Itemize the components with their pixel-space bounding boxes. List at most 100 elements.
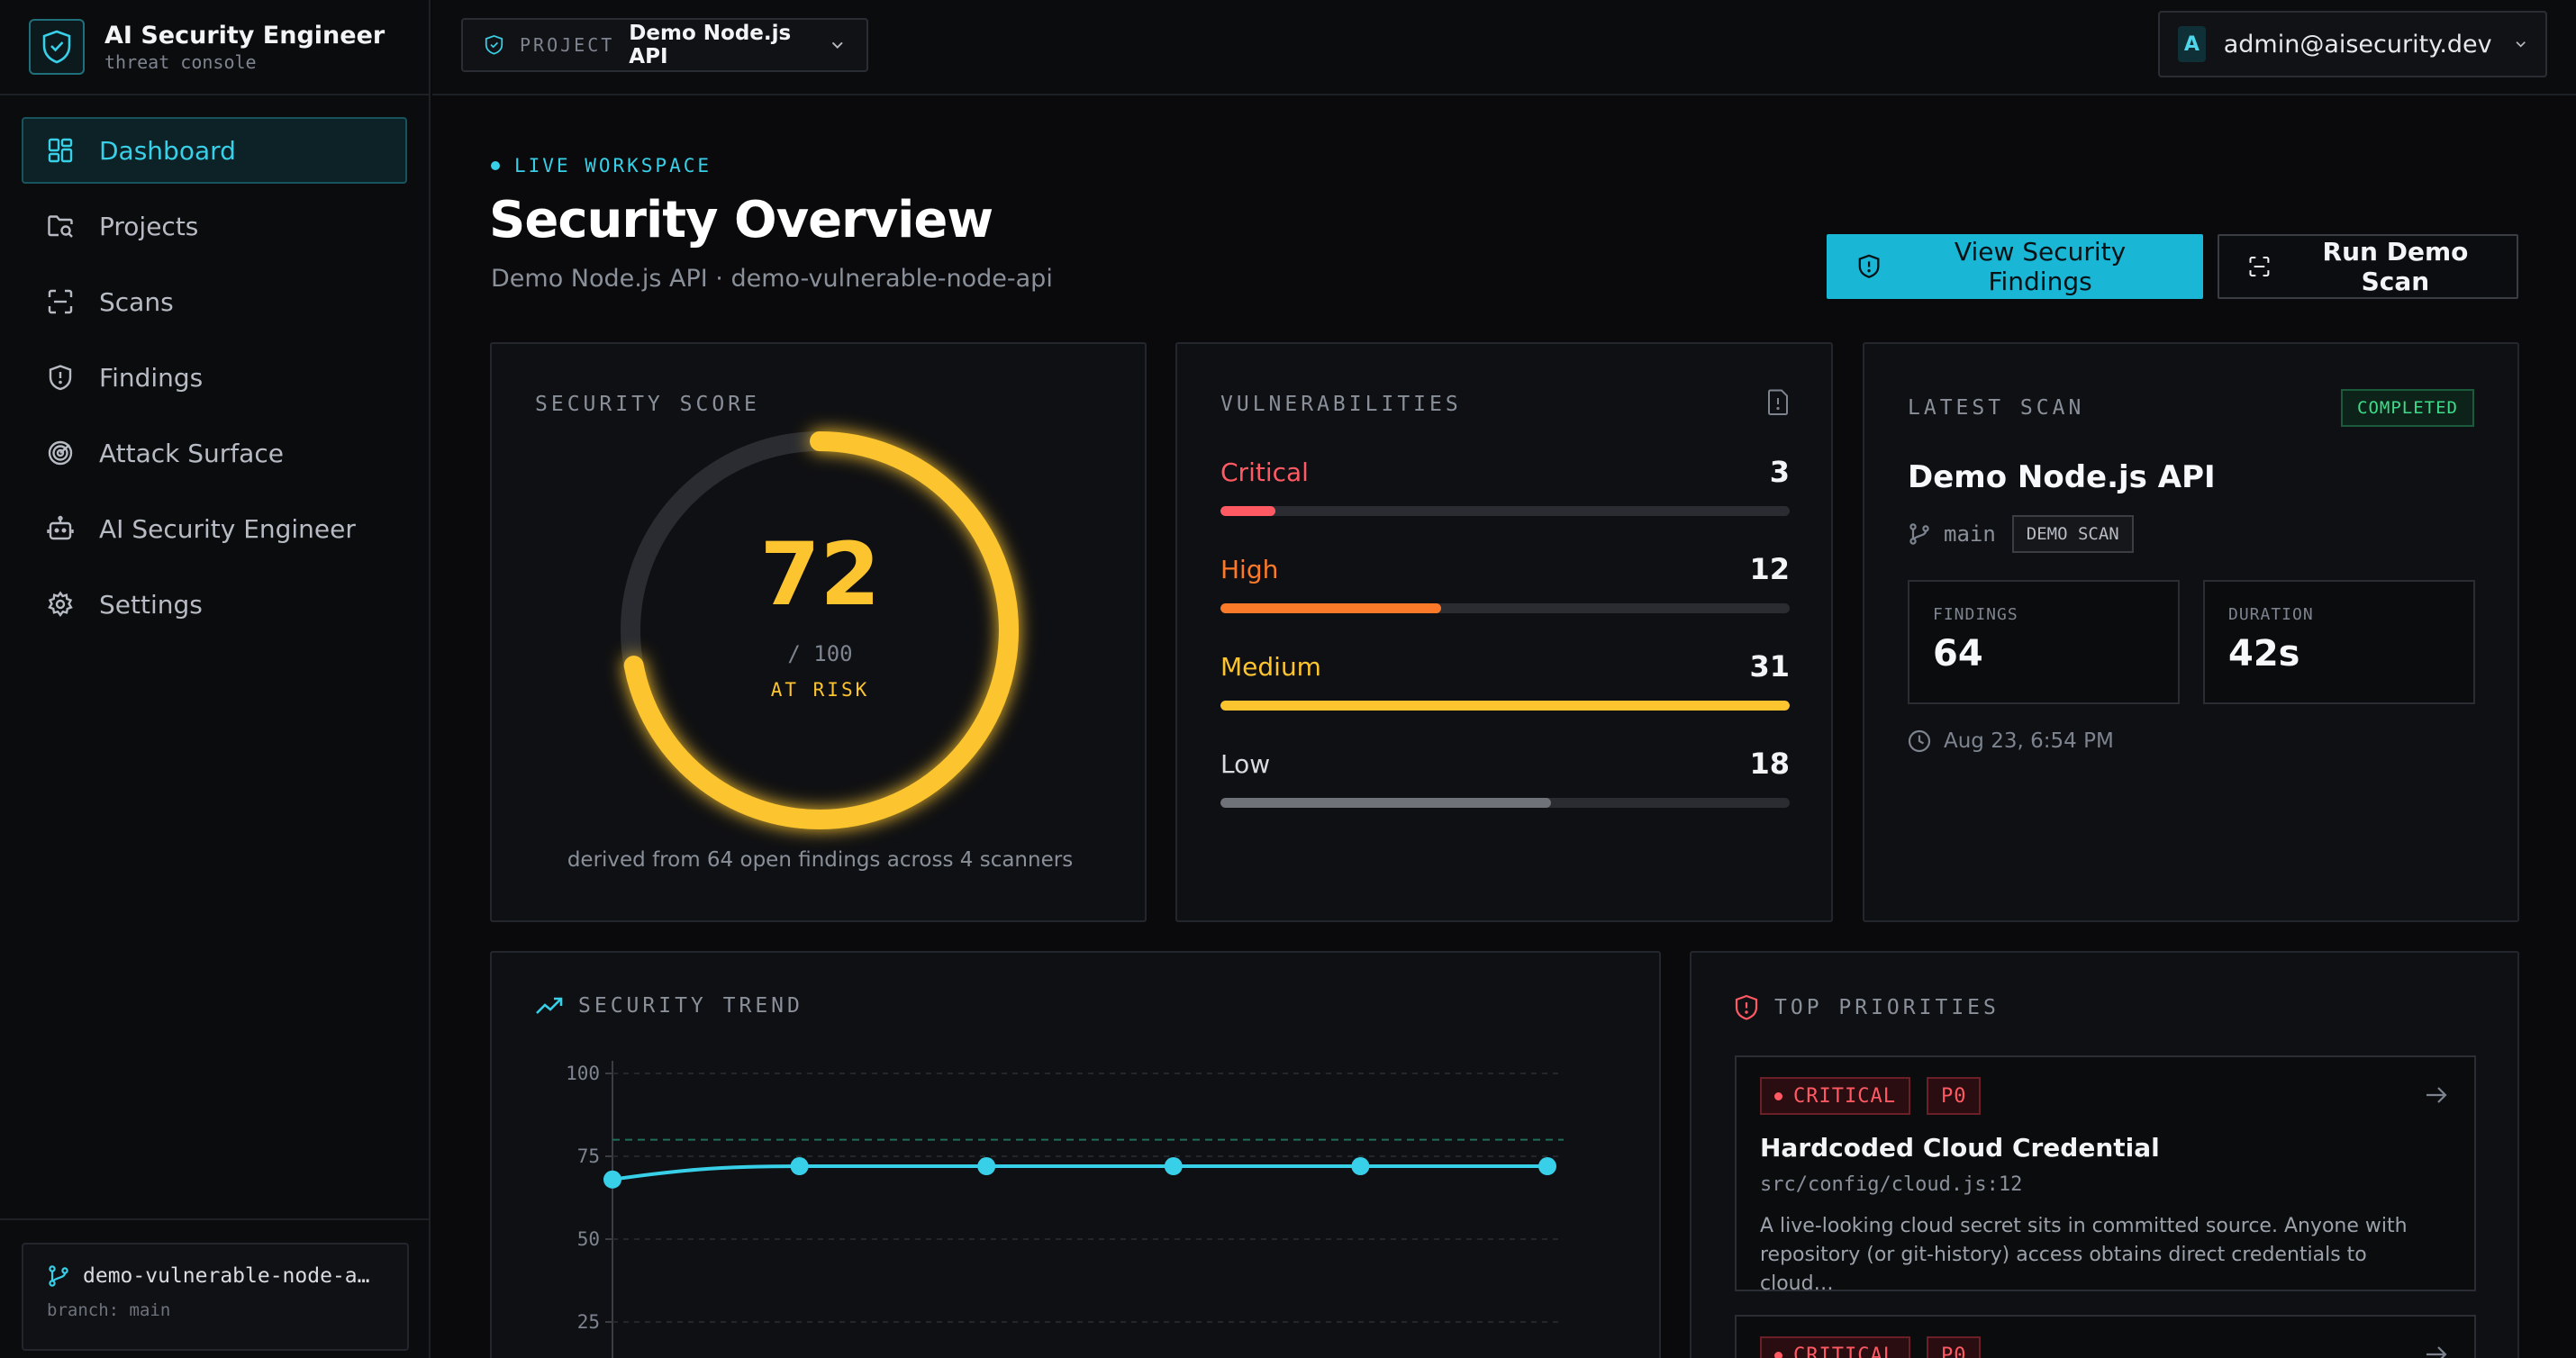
view-security-findings-button[interactable]: View Security Findings bbox=[1827, 234, 2203, 299]
git-branch-icon bbox=[49, 1265, 68, 1287]
vuln-count: 31 bbox=[1749, 649, 1790, 684]
vuln-bar-fill bbox=[1220, 603, 1441, 613]
trend-point bbox=[977, 1157, 996, 1176]
severity-tag: CRITICAL bbox=[1760, 1077, 1910, 1115]
user-email: admin@aisecurity.dev bbox=[2223, 30, 2492, 59]
gear-icon bbox=[48, 591, 73, 618]
trend-point bbox=[603, 1170, 621, 1189]
priority-item[interactable]: CRITICAL P0 bbox=[1735, 1315, 2476, 1358]
stat-label: DURATION bbox=[2228, 605, 2314, 624]
scan-branch: main DEMO SCAN bbox=[1908, 515, 2134, 553]
project-selector[interactable]: PROJECT Demo Node.js API bbox=[461, 18, 868, 72]
score-footer: derived from 64 open findings across 4 s… bbox=[567, 848, 1074, 872]
sidebar-item-label: Settings bbox=[99, 589, 203, 620]
stat-label: FINDINGS bbox=[1933, 605, 2018, 624]
trend-point bbox=[1538, 1157, 1556, 1176]
live-workspace-indicator: LIVE WORKSPACE bbox=[491, 155, 712, 177]
sidebar-item-label: Dashboard bbox=[99, 135, 236, 166]
vuln-row-low[interactable]: Low 18 bbox=[1220, 746, 1790, 808]
shield-check-icon bbox=[485, 35, 503, 55]
vuln-row-critical[interactable]: Critical 3 bbox=[1220, 454, 1790, 516]
shield-alert-icon bbox=[1858, 254, 1880, 278]
sidebar-item-settings[interactable]: Settings bbox=[22, 571, 407, 638]
vuln-name: Critical bbox=[1220, 457, 1309, 487]
trend-point bbox=[1164, 1157, 1183, 1176]
repo-branch: branch: main bbox=[47, 1300, 171, 1320]
git-branch-icon bbox=[1909, 523, 1929, 545]
folder-search-icon bbox=[48, 215, 73, 238]
security-trend-card: SECURITY TREND 100 75 50 25 bbox=[490, 951, 1661, 1358]
page-title: Security Overview bbox=[489, 191, 993, 249]
card-label: LATEST SCAN bbox=[1908, 396, 2085, 420]
project-label: PROJECT bbox=[520, 34, 615, 56]
sidebar-item-label: Projects bbox=[99, 211, 199, 241]
sidebar-item-ai-security-engineer[interactable]: AI Security Engineer bbox=[22, 495, 407, 562]
scan-time: Aug 23, 6:54 PM bbox=[1908, 729, 2114, 753]
trend-point bbox=[1351, 1157, 1370, 1176]
card-label: TOP PRIORITIES bbox=[1774, 996, 2000, 1019]
trend-chart: 100 75 50 25 bbox=[566, 1061, 1564, 1358]
card-label: VULNERABILITIES bbox=[1220, 393, 1462, 416]
trend-line bbox=[612, 1164, 1547, 1181]
duration-stat: DURATION 42s bbox=[2203, 580, 2475, 704]
vuln-row-medium[interactable]: Medium 31 bbox=[1220, 648, 1790, 711]
repo-selector[interactable]: demo-vulnerable-node-a… branch: main bbox=[22, 1243, 409, 1351]
y-tick-label: 50 bbox=[577, 1228, 600, 1250]
sidebar-item-label: AI Security Engineer bbox=[99, 513, 356, 544]
repo-name: demo-vulnerable-node-a… bbox=[83, 1264, 370, 1288]
vuln-count: 3 bbox=[1769, 455, 1790, 489]
run-demo-scan-button[interactable]: Run Demo Scan bbox=[2218, 234, 2518, 299]
chevron-down-icon bbox=[831, 41, 843, 49]
score-max: / 100 bbox=[787, 641, 853, 666]
vuln-bar-fill bbox=[1220, 701, 1790, 711]
project-value: Demo Node.js API bbox=[629, 22, 792, 68]
brand-title: AI Security Engineer bbox=[104, 22, 385, 50]
severity-tag: CRITICAL bbox=[1760, 1336, 1910, 1358]
scan-timestamp: Aug 23, 6:54 PM bbox=[1944, 729, 2114, 753]
vuln-bar-track bbox=[1220, 603, 1790, 613]
findings-stat: FINDINGS 64 bbox=[1908, 580, 2180, 704]
user-menu[interactable]: A admin@aisecurity.dev bbox=[2158, 11, 2547, 77]
scan-frame-icon bbox=[48, 289, 73, 314]
gauge-arc bbox=[621, 431, 1019, 829]
secondary-button-label: Run Demo Scan bbox=[2322, 237, 2469, 296]
y-tick-label: 100 bbox=[566, 1063, 600, 1084]
vuln-name: Low bbox=[1220, 748, 1271, 779]
primary-button-label: View Security Findings bbox=[1954, 237, 2127, 296]
file-alert-icon bbox=[1768, 389, 1788, 415]
vuln-bar-fill bbox=[1220, 506, 1276, 516]
sidebar-item-dashboard[interactable]: Dashboard bbox=[22, 117, 407, 184]
scan-frame-icon bbox=[2249, 257, 2270, 276]
score-value: 72 bbox=[759, 524, 881, 625]
security-score-card: SECURITY SCORE 72 / 100 AT RISK derived … bbox=[490, 342, 1147, 922]
vuln-name: High bbox=[1220, 554, 1279, 584]
priorities-header: TOP PRIORITIES bbox=[1735, 994, 2000, 1021]
sidebar-item-findings[interactable]: Findings bbox=[22, 344, 407, 411]
vuln-row-high[interactable]: High 12 bbox=[1220, 551, 1790, 613]
priority-item[interactable]: CRITICAL P0 Hardcoded Cloud Credential s… bbox=[1735, 1055, 2476, 1295]
priority-tag: P0 bbox=[1926, 1077, 1982, 1115]
priority-title: Hardcoded Cloud Credential bbox=[1760, 1133, 2160, 1163]
priority-description: A live-looking cloud secret sits in comm… bbox=[1760, 1215, 2408, 1295]
severity-dot-icon bbox=[1774, 1091, 1782, 1100]
vuln-bar-track bbox=[1220, 701, 1790, 711]
scan-title: Demo Node.js API bbox=[1908, 459, 2216, 495]
arrow-right-icon[interactable] bbox=[2424, 1084, 2449, 1106]
latest-scan-card[interactable]: LATEST SCAN COMPLETED Demo Node.js API m… bbox=[1863, 342, 2519, 922]
sidebar-item-attack-surface[interactable]: Attack Surface bbox=[22, 420, 407, 486]
severity-label: CRITICAL bbox=[1793, 1344, 1896, 1358]
branch-name: main bbox=[1944, 521, 1996, 547]
arrow-right-icon[interactable] bbox=[2424, 1344, 2449, 1358]
radar-icon bbox=[48, 440, 73, 466]
sidebar-nav: Dashboard Projects Scans Findings Attack… bbox=[0, 95, 429, 668]
sidebar-item-scans[interactable]: Scans bbox=[22, 268, 407, 335]
sidebar-item-label: Attack Surface bbox=[99, 438, 284, 468]
trending-up-icon bbox=[536, 997, 563, 1014]
sidebar-item-projects[interactable]: Projects bbox=[22, 193, 407, 259]
brand[interactable]: AI Security Engineer threat console bbox=[0, 0, 429, 95]
shield-check-icon bbox=[29, 19, 85, 75]
priority-file: src/config/cloud.js:12 bbox=[1760, 1173, 2023, 1196]
vuln-bar-track bbox=[1220, 798, 1790, 808]
severity-label: CRITICAL bbox=[1793, 1084, 1896, 1108]
live-dot-icon bbox=[491, 161, 500, 170]
